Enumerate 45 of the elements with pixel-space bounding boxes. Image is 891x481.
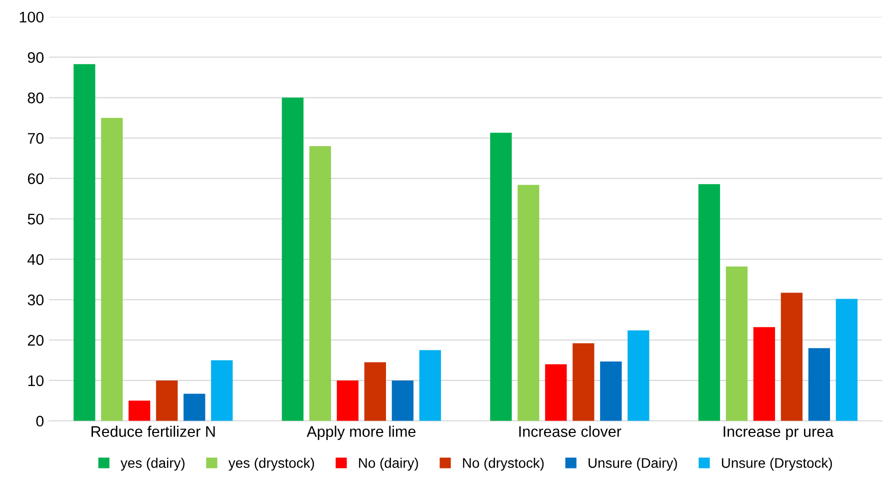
bar xyxy=(184,394,206,421)
x-tick-label: Apply more lime xyxy=(306,426,416,440)
bar xyxy=(156,380,178,421)
y-tick-label: 70 xyxy=(28,132,44,144)
bar xyxy=(211,360,233,421)
x-tick-label: Increase pr urea xyxy=(724,426,834,440)
bar xyxy=(836,298,858,421)
x-tick-label: Increase clover xyxy=(519,426,622,437)
legend-label: Unsure (Dairy) xyxy=(588,458,677,471)
bar xyxy=(128,400,150,421)
y-tick-label: 100 xyxy=(20,12,44,23)
legend-label: yes (dairy) xyxy=(120,458,185,471)
bar xyxy=(753,327,776,421)
y-tick-label: 40 xyxy=(28,254,44,265)
y-tick-label: 20 xyxy=(28,334,44,346)
y-tick-label: 50 xyxy=(28,214,44,225)
bar xyxy=(282,98,304,421)
y-tick-label: 10 xyxy=(28,375,44,386)
legend-label: No (drystock) xyxy=(463,458,544,471)
y-tick-label: 60 xyxy=(28,173,44,184)
bar xyxy=(698,184,720,421)
bar xyxy=(364,362,386,421)
x-tick-label: Reduce fertilizer N xyxy=(92,426,215,437)
bar xyxy=(392,380,414,421)
bar xyxy=(74,64,96,421)
y-tick-label: 0 xyxy=(36,416,44,427)
bar xyxy=(808,348,830,421)
bar xyxy=(600,361,622,421)
bar xyxy=(518,184,540,421)
bar xyxy=(490,132,512,421)
legend-label: yes (drystock) xyxy=(228,458,314,471)
bar xyxy=(101,118,123,421)
y-tick-label: 30 xyxy=(28,294,44,306)
bar xyxy=(545,364,567,421)
bar xyxy=(726,266,748,421)
bar xyxy=(309,146,332,421)
y-tick-label: 80 xyxy=(28,92,44,104)
legend-label: Unsure (Drystock) xyxy=(722,458,832,471)
bar xyxy=(336,380,358,421)
y-tick-label: 90 xyxy=(28,52,44,63)
bar xyxy=(628,330,650,421)
bar xyxy=(780,292,803,421)
bar xyxy=(419,350,441,421)
legend-label: No (dairy) xyxy=(359,458,418,471)
bar xyxy=(572,343,594,421)
